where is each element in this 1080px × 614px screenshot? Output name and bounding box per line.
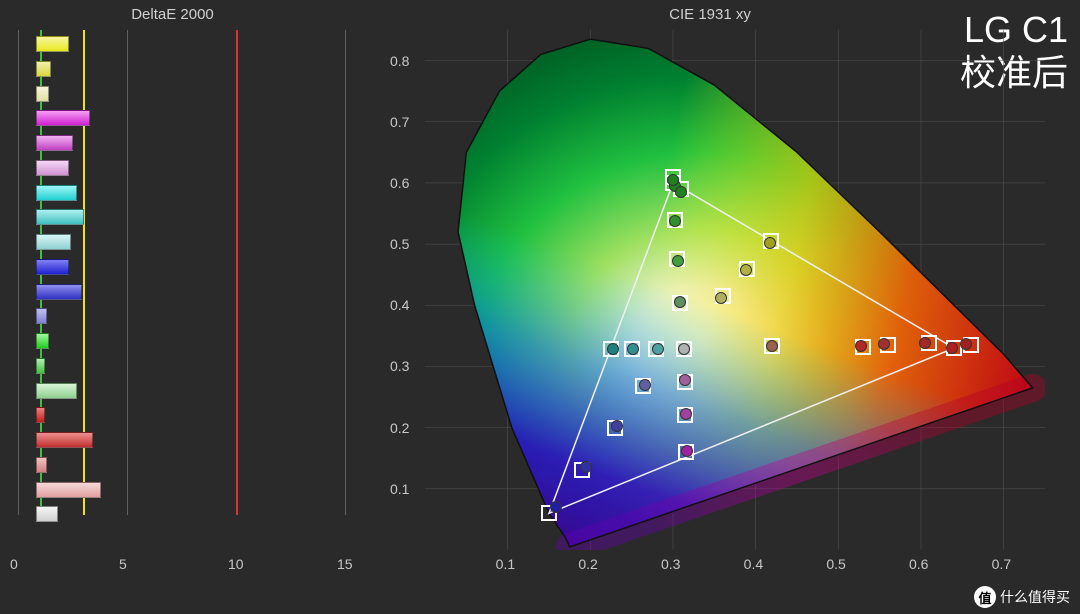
deltae-bar	[36, 432, 93, 448]
deltae-bar	[36, 185, 77, 201]
cie-xtick: 0.7	[992, 556, 1011, 572]
cie-ytick: 0.3	[390, 358, 409, 374]
deltae-bar	[36, 209, 84, 225]
cie-title: CIE 1931 xy	[370, 6, 1050, 23]
cie-measured-dot	[639, 379, 651, 391]
cie-measured-dot	[669, 215, 681, 227]
deltae-bar	[36, 110, 90, 126]
deltae-bar	[36, 457, 47, 473]
deltae-xtick: 10	[228, 556, 244, 572]
cie-ytick: 0.5	[390, 236, 409, 252]
cie-measured-dot	[674, 296, 686, 308]
deltae-bar	[36, 36, 69, 52]
cie-chart: 0.1 0.2 0.3 0.4 0.5 0.6 0.7 0.1 0.2 0.3 0.4 0.5 0.6 0…	[370, 30, 1050, 585]
deltae-bar	[36, 407, 45, 423]
cie-measured-dot	[580, 461, 592, 473]
cie-xtick: 0.1	[496, 556, 515, 572]
cie-xtick: 0.6	[909, 556, 928, 572]
deltae-chart: 051015	[0, 30, 345, 585]
cie-ytick: 0.7	[390, 114, 409, 130]
cie-ytick: 0.1	[390, 481, 409, 497]
deltae-bar	[36, 358, 45, 374]
deltae-bar	[36, 383, 77, 399]
deltae-bar	[36, 135, 73, 151]
cie-measured-dot	[678, 343, 690, 355]
deltae-bar	[36, 284, 82, 300]
deltae-xtick: 0	[10, 556, 18, 572]
deltae-bar	[36, 259, 69, 275]
deltae-bar	[36, 482, 101, 498]
cie-measured-dot	[667, 174, 679, 186]
cie-measured-dot	[550, 501, 562, 513]
cie-measured-dot	[878, 338, 890, 350]
deltae-bar	[36, 86, 49, 102]
cie-xtick: 0.3	[661, 556, 680, 572]
watermark: 值 什么值得买	[974, 586, 1070, 608]
cie-measured-dot	[652, 343, 664, 355]
cie-measured-dot	[946, 342, 958, 354]
cie-xtick: 0.4	[744, 556, 763, 572]
cie-measured-dot	[681, 445, 693, 457]
cie-measured-dot	[675, 186, 687, 198]
cie-xtick: 0.5	[826, 556, 845, 572]
cie-ytick: 0.6	[390, 175, 409, 191]
deltae-xtick: 5	[119, 556, 127, 572]
watermark-text: 什么值得买	[1000, 587, 1070, 607]
cie-measured-dot	[679, 374, 691, 386]
cie-measured-dot	[766, 340, 778, 352]
cie-measured-dot	[740, 264, 752, 276]
deltae-title: DeltaE 2000	[0, 6, 345, 23]
deltae-bar	[36, 160, 69, 176]
cie-measured-dot	[855, 340, 867, 352]
cie-measured-dot	[715, 292, 727, 304]
cie-measured-dot	[611, 420, 623, 432]
deltae-bar	[36, 234, 71, 250]
deltae-bar	[36, 506, 58, 522]
cie-measured-dot	[680, 408, 692, 420]
deltae-bar	[36, 308, 47, 324]
cie-measured-dot	[764, 237, 776, 249]
cie-ytick: 0.2	[390, 420, 409, 436]
cie-measured-dot	[919, 337, 931, 349]
cie-measured-dot	[627, 343, 639, 355]
cie-measured-dot	[672, 255, 684, 267]
cie-ytick: 0.8	[390, 53, 409, 69]
watermark-badge-icon: 值	[974, 586, 996, 608]
deltae-xtick: 15	[337, 556, 353, 572]
cie-xtick: 0.2	[578, 556, 597, 572]
cie-ytick: 0.4	[390, 297, 409, 313]
deltae-bar	[36, 61, 51, 77]
cie-measured-dot	[960, 338, 972, 350]
cie-measured-dot	[607, 343, 619, 355]
deltae-bar	[36, 333, 49, 349]
